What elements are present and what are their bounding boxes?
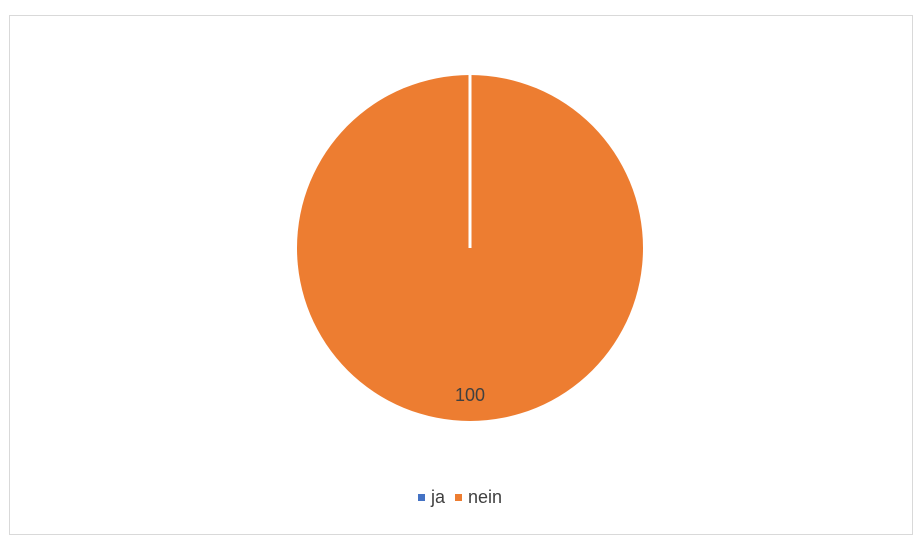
legend: ja nein <box>0 486 920 508</box>
legend-item-ja: ja <box>417 486 445 508</box>
legend-swatch-nein <box>454 493 462 501</box>
pie-slices <box>297 75 643 421</box>
legend-label-nein: nein <box>467 486 503 507</box>
data-label-nein: 100 <box>455 385 485 405</box>
legend-label-ja: ja <box>430 486 445 507</box>
pie-data-labels: 100 <box>455 385 485 405</box>
legend-item-nein: nein <box>454 486 503 508</box>
legend-swatch-ja <box>417 493 425 501</box>
